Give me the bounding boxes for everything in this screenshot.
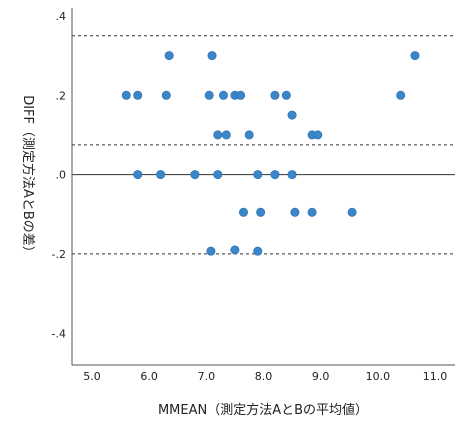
data-point bbox=[133, 170, 143, 180]
data-point bbox=[290, 207, 300, 217]
y-tick-label: -.2 bbox=[52, 248, 66, 261]
data-point bbox=[133, 90, 143, 100]
x-axis-title: MMEAN（測定方法AとBの平均値） bbox=[158, 402, 368, 418]
y-tick-label: .4 bbox=[56, 10, 67, 23]
y-axis-title: DIFF（測定方法AとBの差） bbox=[20, 95, 36, 259]
data-point bbox=[206, 246, 216, 256]
x-tick-label: 11.0 bbox=[423, 370, 448, 383]
data-point bbox=[270, 90, 280, 100]
data-point bbox=[204, 90, 214, 100]
x-tick-label: 10.0 bbox=[366, 370, 391, 383]
axes bbox=[71, 8, 455, 366]
data-point bbox=[347, 207, 357, 217]
data-point bbox=[213, 170, 223, 180]
data-point bbox=[207, 51, 217, 61]
x-tick-label: 8.0 bbox=[255, 370, 273, 383]
reference-lines bbox=[72, 35, 455, 255]
data-points bbox=[121, 51, 420, 256]
data-point bbox=[156, 170, 166, 180]
data-point bbox=[253, 170, 263, 180]
data-point bbox=[221, 130, 231, 140]
data-point bbox=[253, 246, 263, 256]
data-point bbox=[164, 51, 174, 61]
data-point bbox=[244, 130, 254, 140]
data-point bbox=[281, 90, 291, 100]
y-tick-labels: .4 .2 .0 -.2 -.4 bbox=[52, 10, 66, 340]
x-tick-label: 5.0 bbox=[83, 370, 101, 383]
data-point bbox=[238, 207, 248, 217]
x-tick-label: 7.0 bbox=[198, 370, 216, 383]
x-tick-label: 9.0 bbox=[312, 370, 330, 383]
data-point bbox=[270, 170, 280, 180]
y-tick-label: .2 bbox=[56, 89, 67, 102]
data-point bbox=[307, 207, 317, 217]
data-point bbox=[218, 90, 228, 100]
data-point bbox=[287, 170, 297, 180]
data-point bbox=[121, 90, 131, 100]
y-tick-label: -.4 bbox=[52, 327, 66, 340]
data-point bbox=[410, 51, 420, 61]
data-point bbox=[396, 90, 406, 100]
data-point bbox=[256, 207, 266, 217]
data-point bbox=[313, 130, 323, 140]
data-point bbox=[230, 245, 240, 255]
x-tick-labels: 5.0 6.0 7.0 8.0 9.0 10.0 11.0 bbox=[83, 370, 447, 383]
data-point bbox=[190, 170, 200, 180]
data-point bbox=[287, 110, 297, 120]
data-point bbox=[213, 130, 223, 140]
y-tick-label: .0 bbox=[56, 169, 67, 182]
data-point bbox=[236, 90, 246, 100]
data-point bbox=[161, 90, 171, 100]
x-tick-label: 6.0 bbox=[140, 370, 158, 383]
